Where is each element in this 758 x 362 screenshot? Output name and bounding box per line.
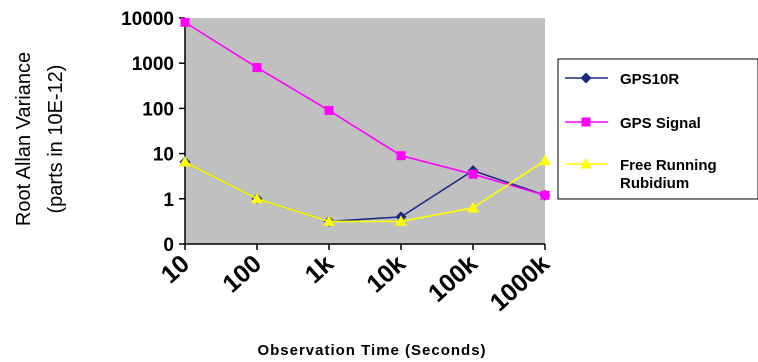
data-point: [180, 17, 190, 27]
data-point: [395, 215, 407, 226]
legend-markers: [565, 72, 608, 169]
data-point: [396, 151, 406, 161]
legend-marker: [580, 158, 592, 169]
legend-marker: [581, 117, 591, 127]
data-point: [467, 201, 479, 213]
x-tick-labels: 10 100 1k 10k 100k 1000k: [156, 250, 555, 317]
legend-label-gps-signal: GPS Signal: [620, 115, 701, 132]
series-line: [184, 21, 546, 196]
y-tick-labels: 0 1 10 100 1000 10000: [121, 9, 174, 256]
x-tick-label: 1k: [300, 250, 339, 289]
series-2: [179, 154, 551, 226]
series-lines: [179, 17, 551, 227]
data-point: [539, 154, 551, 166]
legend-label-rubidium-line1: Free Running: [620, 157, 717, 174]
data-point: [324, 105, 334, 115]
y-tick-label: 0: [163, 235, 174, 256]
legend-marker: [580, 72, 592, 84]
legend-label-rubidium-line2: Rubidium: [620, 175, 689, 192]
y-tick-label: 1000: [132, 54, 174, 75]
data-point: [179, 156, 191, 167]
series-1: [180, 17, 550, 200]
data-point: [252, 63, 262, 73]
x-tick-label: 100k: [423, 250, 483, 308]
y-tick-label: 100: [142, 99, 174, 120]
axes: [179, 17, 546, 250]
y-axis-title-line2: (parts in 10E-12): [45, 65, 67, 214]
series-line: [184, 159, 546, 223]
legend-box: [557, 58, 758, 200]
data-point: [323, 215, 335, 226]
plot-area: [185, 18, 545, 244]
y-tick-label: 10: [153, 145, 174, 166]
legend-label-gps10r: GPS10R: [620, 71, 679, 88]
y-axis-title-line1: Root Allan Variance: [13, 52, 35, 226]
y-tick-label: 1: [163, 190, 174, 211]
data-point: [251, 192, 263, 204]
legend: GPS10R GPS Signal Free Running Rubidium: [557, 58, 758, 200]
x-axis-title: Observation Time (Seconds): [257, 342, 486, 359]
x-tick-label: 100: [217, 250, 267, 299]
data-point: [540, 190, 550, 200]
x-tick-label: 10: [156, 250, 195, 289]
x-tick-label: 1000k: [485, 250, 555, 317]
data-point: [468, 169, 478, 179]
x-tick-label: 10k: [361, 250, 411, 299]
y-tick-label: 10000: [121, 9, 174, 30]
